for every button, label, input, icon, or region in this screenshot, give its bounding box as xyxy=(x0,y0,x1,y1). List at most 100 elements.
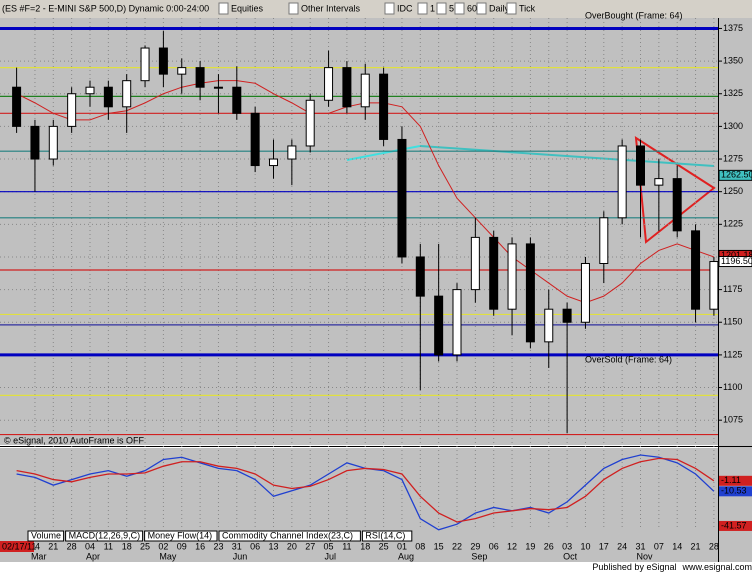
toolbar xyxy=(0,0,752,18)
trend-line xyxy=(419,145,715,167)
x-tick-label: 21 xyxy=(691,541,701,551)
x-tick-label: 11 xyxy=(104,541,113,551)
toolbar-button[interactable] xyxy=(436,2,447,15)
candle-body xyxy=(324,67,334,101)
candle-body xyxy=(122,80,132,108)
month-label: Oct xyxy=(563,551,578,561)
x-tick-label: 25 xyxy=(140,541,150,551)
y-tick-label: 1225 xyxy=(723,219,743,229)
x-tick-label: 18 xyxy=(360,541,370,551)
indicator-tab-label[interactable]: Volume xyxy=(31,530,61,540)
candle-body xyxy=(140,47,150,82)
price-tag xyxy=(718,256,752,268)
price-tag xyxy=(718,169,752,181)
toolbar-label[interactable]: Tick xyxy=(519,3,536,13)
toolbar-button[interactable] xyxy=(417,2,428,15)
candle-body xyxy=(305,99,315,147)
x-tick-label: 25 xyxy=(379,541,389,551)
x-tick-label: 23 xyxy=(213,541,223,551)
x-tick-label: 29 xyxy=(470,541,480,551)
month-label: Jun xyxy=(233,551,248,561)
toolbar-label[interactable]: Equities xyxy=(231,3,264,13)
x-tick-label: 11 xyxy=(342,541,351,551)
candle-body xyxy=(250,112,260,167)
toolbar-label[interactable]: 5 xyxy=(449,3,454,13)
candle-body xyxy=(415,256,425,297)
y-tick-label: 1150 xyxy=(723,317,742,327)
indicator-tab[interactable] xyxy=(144,530,218,542)
candle-body xyxy=(525,243,535,343)
indicator-tab-label[interactable]: Money Flow(14) xyxy=(148,530,213,540)
candle-body xyxy=(195,67,205,88)
candle-body xyxy=(636,145,645,186)
price-tag-label: 1201.18 xyxy=(721,250,752,260)
x-tick-label: 15 xyxy=(434,541,444,551)
y-tick-label: 1075 xyxy=(723,415,743,425)
candle-body xyxy=(30,125,40,160)
trend-line xyxy=(346,145,421,161)
macd-tag xyxy=(719,475,752,486)
publisher: Published by eSignal xyxy=(592,562,676,572)
candle-body xyxy=(12,86,22,127)
price-panel xyxy=(0,18,718,445)
y-tick-label: 1125 xyxy=(723,349,742,359)
x-tick-label: 21 xyxy=(48,541,58,551)
candle-body xyxy=(580,262,590,323)
toolbar-button[interactable] xyxy=(506,2,517,15)
candle-body xyxy=(452,289,462,356)
indicator-tab-label[interactable]: MACD(12,26,9,C) xyxy=(69,530,141,540)
indicator-tab-label[interactable]: Commodity Channel Index(23,C) xyxy=(222,530,353,540)
candle-body xyxy=(379,73,389,140)
candle-body xyxy=(489,236,499,310)
y-tick-label: 1100 xyxy=(723,382,742,392)
x-tick-label: 28 xyxy=(67,541,77,551)
toolbar-label[interactable]: 60 xyxy=(467,3,477,13)
x-tick-label: 31 xyxy=(635,541,645,551)
x-tick-label: 31 xyxy=(232,541,242,551)
macd-line xyxy=(16,457,715,523)
macd-tick-label: -10.53 xyxy=(721,486,747,496)
indicator-tab[interactable] xyxy=(65,530,144,542)
candle-body xyxy=(48,125,58,160)
indicator-tab[interactable] xyxy=(27,530,65,542)
x-tick-label: 01 xyxy=(397,541,407,551)
month-label: Apr xyxy=(86,551,100,561)
x-tick-label: 06 xyxy=(489,541,499,551)
toolbar-button[interactable] xyxy=(384,2,395,15)
candle-body xyxy=(67,93,77,127)
candle-body xyxy=(507,243,517,310)
macd-tag xyxy=(719,520,752,531)
x-tick-label: 10 xyxy=(580,541,590,551)
x-tick-label: 12 xyxy=(507,541,517,551)
indicator-tab-label[interactable]: RSI(14,C) xyxy=(365,530,405,540)
candle-body xyxy=(599,217,609,264)
x-tick-label: 04 xyxy=(85,541,95,551)
toolbar-label[interactable]: 1 xyxy=(430,3,435,13)
x-tick-label: 16 xyxy=(195,541,205,551)
candle-body xyxy=(232,86,242,114)
y-tick-label: 1375 xyxy=(723,23,743,33)
month-label: Aug xyxy=(398,551,414,561)
toolbar-button[interactable] xyxy=(288,2,299,15)
toolbar-label[interactable]: Other Intervals xyxy=(301,3,361,13)
candle-body xyxy=(269,158,278,167)
toolbar-button[interactable] xyxy=(454,2,465,15)
toolbar-label[interactable]: IDC xyxy=(397,3,413,13)
candle-body xyxy=(709,261,719,310)
month-label: Mar xyxy=(31,551,47,561)
candle-body xyxy=(544,308,554,343)
month-label: Jul xyxy=(325,551,337,561)
macd-panel xyxy=(0,448,718,530)
x-tick-label: 26 xyxy=(544,541,554,551)
annotation: OverBought (Frame: 64) xyxy=(585,10,683,20)
toolbar-button[interactable] xyxy=(218,2,229,15)
toolbar-button[interactable] xyxy=(476,2,487,15)
start-date-box xyxy=(0,541,34,552)
x-tick-label: 05 xyxy=(324,541,334,551)
indicator-tab[interactable] xyxy=(218,530,361,542)
candle-body xyxy=(654,178,664,186)
toolbar-label[interactable]: Daily xyxy=(489,3,510,13)
month-label: May xyxy=(159,551,177,561)
candle-body xyxy=(397,138,407,258)
indicator-tab[interactable] xyxy=(361,530,413,542)
